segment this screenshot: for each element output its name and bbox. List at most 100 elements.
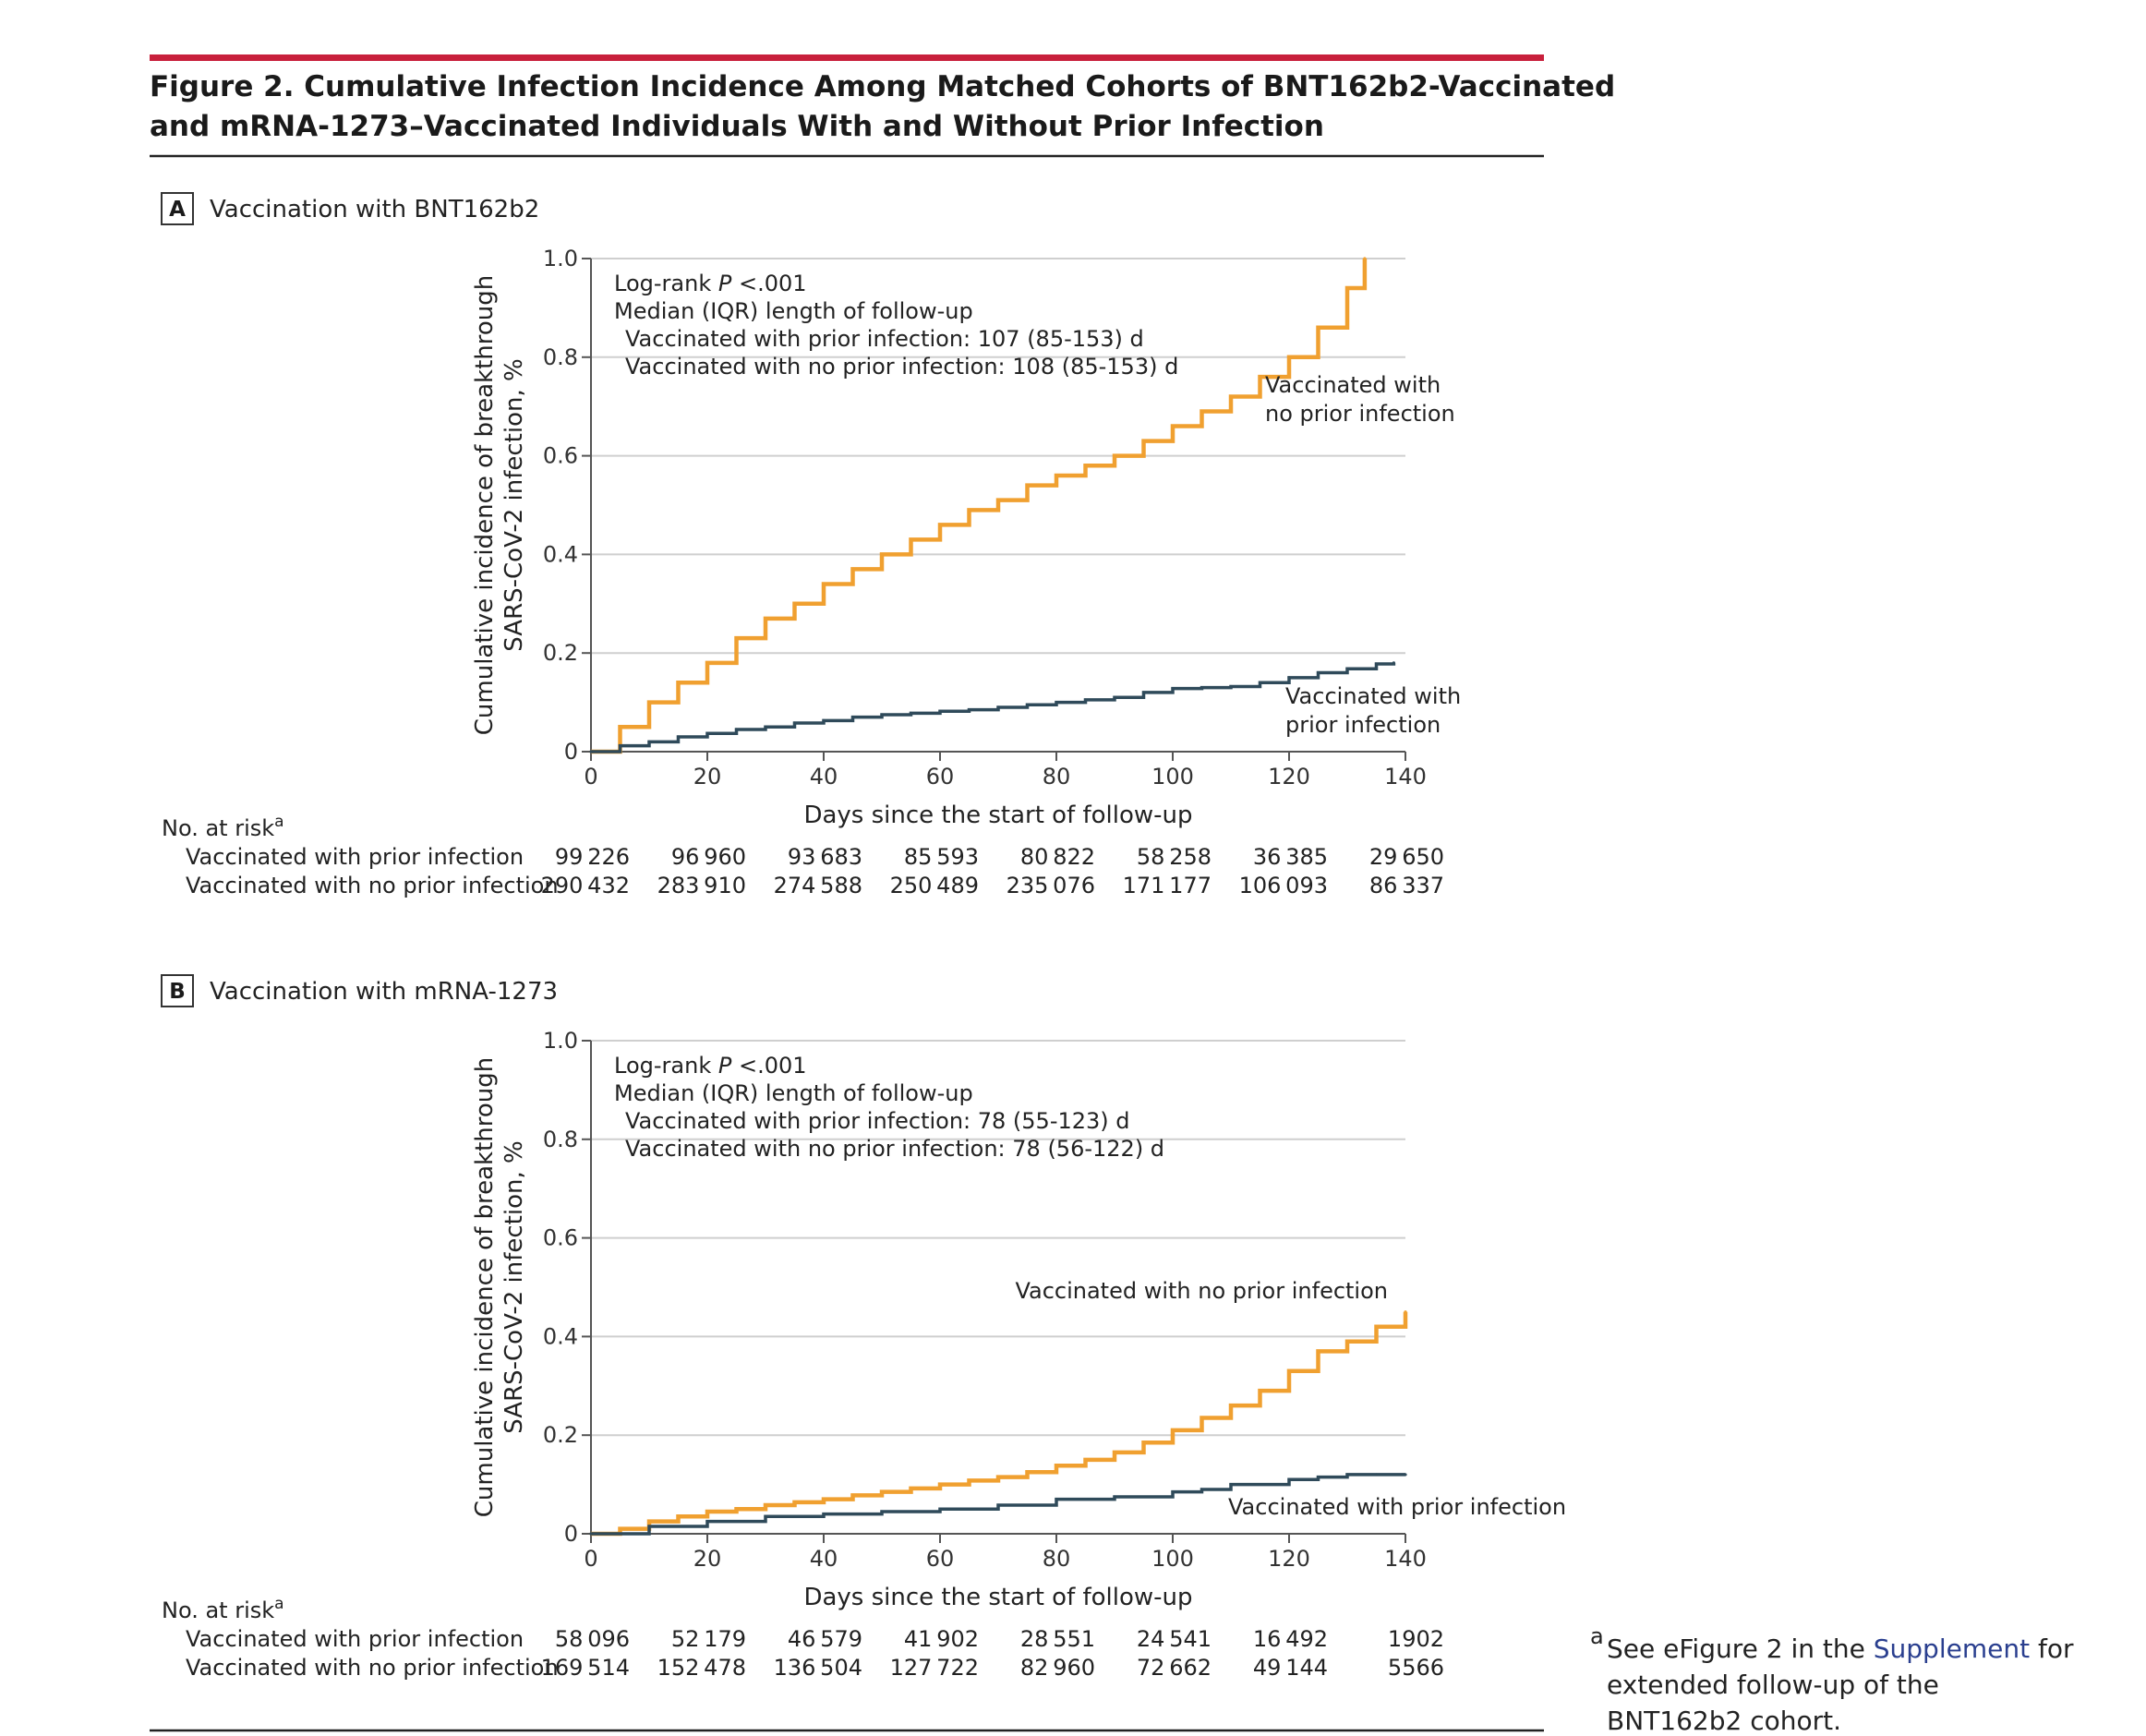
y-tick-label: 0.2 [543, 1422, 578, 1448]
data-point [1229, 1483, 1233, 1487]
y-tick-label: 0 [564, 1521, 578, 1547]
data-point [1374, 1325, 1379, 1329]
data-point [1287, 1369, 1291, 1373]
risk-value: 58 096 [555, 1626, 630, 1652]
median-followup-no-prior: Vaccinated with no prior infection: 108 … [625, 354, 1178, 380]
risk-value: 86 337 [1369, 873, 1444, 898]
data-point [734, 728, 739, 731]
x-tick-label: 100 [1151, 764, 1194, 790]
data-point [1055, 701, 1058, 705]
data-point [1229, 1404, 1233, 1407]
data-point [676, 681, 681, 684]
x-tick-label: 0 [584, 764, 597, 790]
x-tick-label: 0 [584, 1546, 597, 1572]
data-point [647, 740, 651, 743]
log-rank-text: Log-rank P <.001 [614, 271, 807, 296]
footnote: a See eFigure 2 in the Supplement for ex… [1590, 1623, 2074, 1736]
data-point [764, 1514, 767, 1518]
data-point [1141, 1441, 1146, 1444]
risk-value: 96 960 [671, 844, 746, 870]
x-tick-label: 20 [693, 1546, 722, 1572]
risk-table-heading-sup: a [274, 813, 283, 831]
data-point [1083, 464, 1088, 467]
x-tick-label: 100 [1151, 1546, 1194, 1572]
data-point [589, 750, 593, 753]
panel-a: A Vaccination with BNT162b2 0 0.2 0.4 0.6 0.8 1… [161, 192, 1461, 898]
data-point [1392, 661, 1395, 665]
data-point [822, 582, 826, 586]
median-followup-prior: Vaccinated with prior infection: 107 (85… [625, 326, 1144, 352]
data-point [1258, 1389, 1262, 1392]
risk-value: 41 902 [904, 1626, 979, 1652]
data-point [880, 1510, 884, 1513]
data-point [1345, 286, 1349, 290]
data-point [1316, 670, 1320, 675]
data-point [764, 725, 767, 729]
x-tick-label: 60 [926, 1546, 955, 1572]
risk-table-heading: No. at riska [162, 1595, 284, 1623]
data-point [1025, 703, 1030, 706]
footnote-prefix: See eFigure 2 in the [1607, 1634, 1874, 1664]
curve-label-no-prior: no prior infection [1265, 401, 1455, 427]
panel-b: B Vaccination with mRNA-1273 0 0.2 0.4 0.6 0.8… [161, 974, 1566, 1681]
data-point [1200, 1488, 1204, 1491]
risk-value: 16 492 [1253, 1626, 1328, 1652]
data-point [792, 1501, 797, 1504]
y-tick-label: 0.8 [543, 1127, 578, 1152]
curve-label-prior: Vaccinated with prior infection [1228, 1494, 1566, 1520]
log-rank-p: P [718, 271, 732, 296]
title-accent-bar [150, 54, 1544, 61]
data-point [850, 716, 855, 719]
data-point [647, 1520, 651, 1524]
data-point [996, 499, 1000, 502]
data-point [676, 1514, 681, 1518]
risk-value: 136 504 [774, 1655, 862, 1681]
risk-value: 99 226 [555, 844, 630, 870]
x-tick-label: 40 [810, 764, 838, 790]
data-point [938, 709, 942, 713]
data-point [850, 1493, 855, 1497]
data-point [705, 661, 709, 665]
x-tick-label: 40 [810, 1546, 838, 1572]
data-point [1141, 691, 1146, 694]
data-point [1287, 676, 1291, 680]
y-tick-label: 0.2 [543, 640, 578, 666]
risk-value: 49 144 [1253, 1655, 1328, 1681]
risk-value: 1902 [1388, 1626, 1444, 1652]
y-axis-label-line1: Cumulative incidence of breakthrough [471, 1057, 499, 1518]
footnote-line1: See eFigure 2 in the Supplement for [1607, 1634, 2074, 1664]
supplement-link[interactable]: Supplement [1874, 1634, 2030, 1664]
risk-value: 52 179 [671, 1626, 746, 1652]
median-followup-no-prior: Vaccinated with no prior infection: 78 (… [625, 1136, 1164, 1162]
series-line-no-prior-infection [591, 259, 1368, 754]
log-rank-value: <.001 [731, 1053, 806, 1079]
data-point [647, 1525, 651, 1528]
risk-value: 169 514 [541, 1655, 630, 1681]
y-axis-label-line2: SARS-CoV-2 infection, % [500, 358, 528, 651]
data-point [1171, 424, 1175, 428]
risk-value: 82 960 [1020, 1655, 1095, 1681]
data-point [1316, 1475, 1320, 1479]
risk-value: 58 258 [1137, 844, 1212, 870]
data-point [792, 602, 797, 606]
risk-value: 36 385 [1253, 844, 1328, 870]
y-axis-label-line2: SARS-CoV-2 infection, % [500, 1140, 528, 1433]
data-point [1113, 1451, 1116, 1454]
data-point [705, 731, 709, 735]
risk-value: 85 593 [904, 844, 979, 870]
risk-value: 72 662 [1137, 1655, 1212, 1681]
curve-label-no-prior: Vaccinated with [1265, 372, 1441, 398]
data-point [1404, 1310, 1407, 1314]
data-point [909, 711, 913, 715]
risk-table-heading-text: No. at risk [162, 815, 274, 841]
risk-row-label: Vaccinated with no prior infection [186, 873, 559, 898]
data-point [676, 735, 681, 739]
y-tick-label: 0.8 [543, 344, 578, 370]
risk-table-heading-sup: a [274, 1595, 283, 1613]
curve-label-prior: Vaccinated with [1285, 683, 1461, 709]
curve-label-no-prior: Vaccinated with no prior infection [1015, 1278, 1388, 1304]
data-point [996, 1475, 1000, 1479]
risk-value: 5566 [1388, 1655, 1444, 1681]
y-tick-label: 0 [564, 739, 578, 765]
risk-value: 274 588 [774, 873, 862, 898]
